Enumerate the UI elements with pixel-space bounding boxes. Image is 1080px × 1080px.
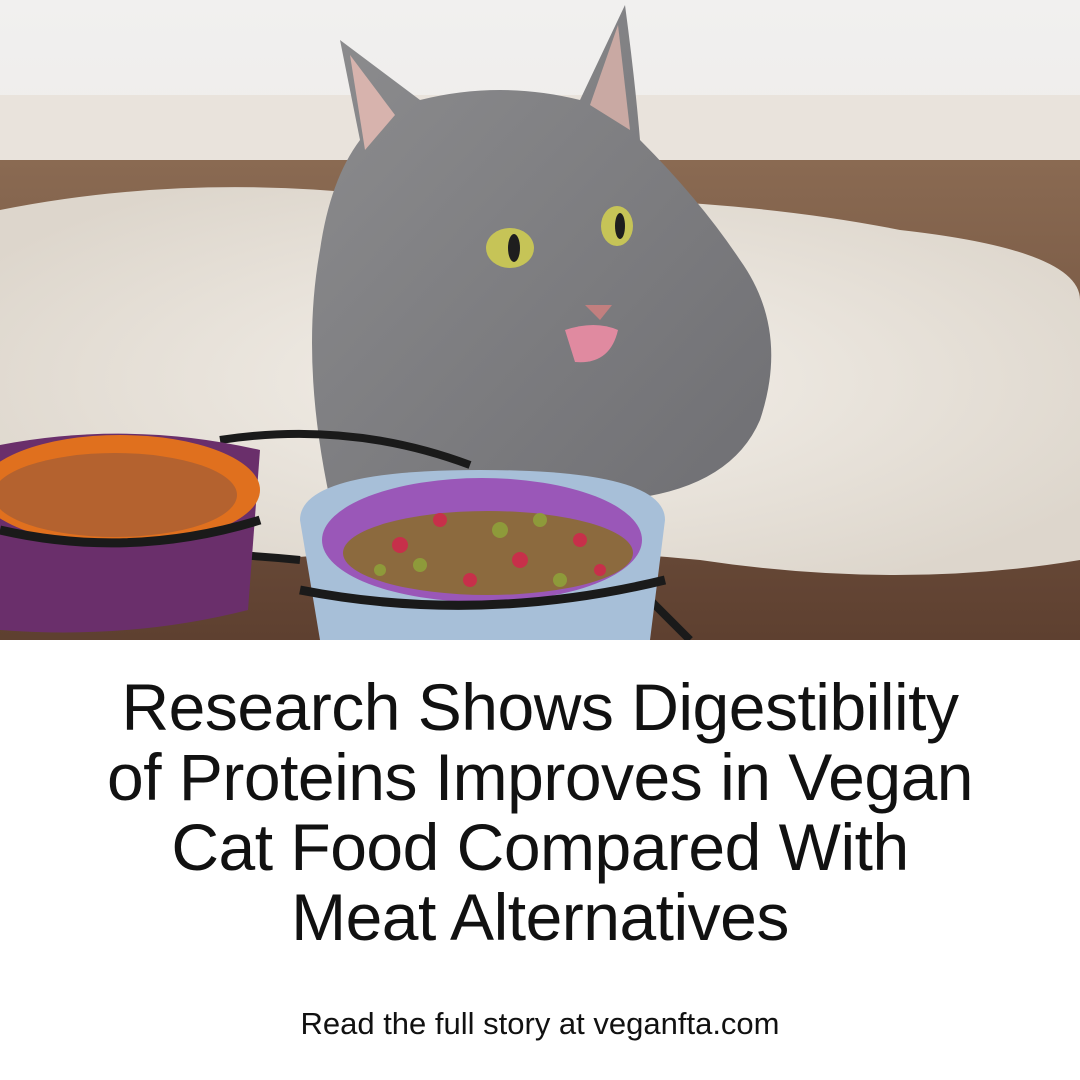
footer-link-text: Read the full story at veganfta.com xyxy=(300,1006,780,1041)
headline-line: Meat Alternatives xyxy=(291,880,789,954)
headline-line: Research Shows Digestibility xyxy=(121,670,959,744)
headline-line: Cat Food Compared With xyxy=(171,810,909,884)
headline-line: of Proteins Improves in Vegan xyxy=(107,740,974,814)
headline: Research Shows Digestibility of Proteins … xyxy=(0,672,1080,952)
photo xyxy=(0,0,1080,640)
